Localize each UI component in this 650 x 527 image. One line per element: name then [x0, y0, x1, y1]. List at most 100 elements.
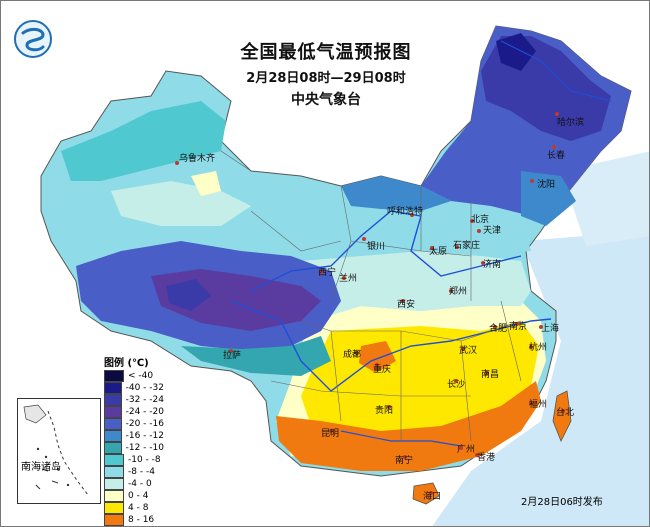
- legend-item: -32 - -24: [104, 394, 164, 406]
- city-dots: [175, 112, 565, 495]
- legend-label: 0 - 4: [128, 491, 149, 501]
- legend-items: < -40 -40 - -32 -32 - -24 -24 - -20 -20 - -1…: [104, 370, 164, 526]
- legend-swatch: [104, 370, 124, 382]
- sea-area: [432, 231, 649, 526]
- issuer-name: 中央气象台: [291, 92, 361, 108]
- inset-label: 南海诸岛: [21, 462, 61, 473]
- city-label-fuzhou: 福州: [529, 400, 548, 410]
- map-title: 全国最低气温预报图: [240, 42, 412, 63]
- legend-item: -12 - -10: [104, 442, 164, 454]
- legend-item: -4 - 0: [104, 478, 164, 490]
- legend-swatch: [104, 418, 122, 430]
- city-label-nanning: 南宁: [395, 456, 414, 466]
- city-label-urumqi: 乌鲁木齐: [179, 154, 216, 164]
- city-label-hongkong: 香港: [477, 453, 496, 463]
- legend-item: 4 - 8: [104, 502, 164, 514]
- city-label-wuhan: 武汉: [459, 346, 478, 356]
- legend-swatch: [104, 478, 124, 490]
- city-label-changchun: 长春: [547, 151, 566, 161]
- south-china-sea-inset: [17, 398, 101, 504]
- city-label-chongqing: 重庆: [373, 365, 392, 375]
- legend-swatch: [104, 442, 122, 454]
- legend-label: -10 - -8: [128, 455, 161, 465]
- city-label-xining: 西宁: [318, 268, 337, 278]
- legend-label: -40 - -32: [125, 383, 164, 393]
- zone-minus32-24-tibet: [166, 279, 211, 311]
- legend-label: -8 - -4: [128, 467, 155, 477]
- city-label-taiyuan: 太原: [429, 247, 448, 257]
- zone-hainan: [412, 482, 440, 505]
- city-label-hangzhou: 杭州: [529, 343, 548, 353]
- legend: 图例 (℃) < -40 -40 - -32 -32 - -24 -24 - -20 -…: [104, 357, 164, 526]
- legend-label: -32 - -24: [125, 395, 164, 405]
- legend-item: -40 - -32: [104, 382, 164, 394]
- city-label-haikou: 海口: [423, 492, 442, 502]
- city-label-nanchang: 南昌: [481, 370, 500, 380]
- city-label-xian: 西安: [397, 300, 416, 310]
- legend-label: 8 - 16: [128, 515, 155, 525]
- zone-minus12-northeast-south: [521, 171, 576, 226]
- legend-item: -8 - -4: [104, 466, 164, 478]
- legend-swatch: [104, 406, 122, 418]
- yangtze-river: [230, 300, 552, 392]
- city-label-shijiazhuang: 石家庄: [453, 241, 481, 251]
- issue-time-note: 2月28日06时发布: [521, 497, 603, 508]
- legend-label: -4 - 0: [128, 479, 152, 489]
- legend-item: 0 - 4: [104, 490, 164, 502]
- legend-item: 8 - 16: [104, 514, 164, 526]
- legend-swatch: [104, 394, 122, 406]
- legend-label: -16 - -12: [125, 431, 164, 441]
- city-label-shanghai: 上海: [541, 324, 560, 334]
- legend-label: -20 - -16: [125, 419, 164, 429]
- legend-item: -20 - -16: [104, 418, 164, 430]
- legend-label: 4 - 8: [128, 503, 149, 513]
- city-label-guiyang: 贵阳: [375, 406, 394, 416]
- zone-4-8-patch: [359, 341, 396, 373]
- city-label-shenyang: 沈阳: [537, 180, 556, 190]
- legend-swatch: [104, 430, 122, 442]
- city-label-nanjing: 南京: [509, 322, 528, 332]
- city-label-lhasa: 拉萨: [223, 351, 242, 361]
- zone-taiwan: [552, 390, 572, 442]
- city-label-guangzhou: 广州: [457, 445, 476, 455]
- legend-item: -10 - -8: [104, 454, 164, 466]
- city-label-jinan: 济南: [483, 260, 502, 270]
- legend-label: -24 - -20: [125, 407, 164, 417]
- city-label-lanzhou: 兰州: [339, 274, 358, 284]
- province-borders: [220, 150, 522, 442]
- zone-minus40-northeast: [496, 33, 536, 71]
- legend-swatch: [104, 466, 124, 478]
- legend-swatch: [104, 514, 124, 526]
- forecast-period: 2月28日08时—29日08时: [246, 71, 406, 86]
- cma-logo-icon: [14, 20, 52, 58]
- city-label-zhengzhou: 郑州: [449, 287, 468, 297]
- zone-minus12-xinjiang: [61, 101, 226, 181]
- city-label-hohhot: 呼和浩特: [387, 207, 424, 217]
- city-label-hefei: 合肥: [489, 324, 508, 334]
- inset-map: [23, 404, 89, 496]
- zone-0-4-tarim: [191, 171, 221, 196]
- legend-swatch: [104, 490, 124, 502]
- sea-bohai: [561, 151, 649, 246]
- legend-swatch: [104, 502, 124, 514]
- heilongjiang-river: [500, 40, 612, 102]
- legend-item: -24 - -20: [104, 406, 164, 418]
- city-label-beijing: 北京: [471, 215, 490, 225]
- legend-title: 图例 (℃): [104, 358, 149, 369]
- legend-item: -16 - -12: [104, 430, 164, 442]
- legend-label: -12 - -10: [125, 443, 164, 453]
- city-label-taipei: 台北: [556, 408, 575, 418]
- legend-swatch: [104, 454, 124, 466]
- yellow-river: [250, 210, 522, 292]
- city-label-chengdu: 成都: [343, 350, 362, 360]
- city-label-yinchuan: 银川: [367, 242, 386, 252]
- legend-label: < -40: [128, 371, 154, 381]
- city-label-changsha: 长沙: [447, 380, 466, 390]
- legend-item: < -40: [104, 370, 164, 382]
- zone-8-16: [276, 381, 541, 471]
- legend-swatch: [104, 382, 122, 394]
- city-label-kunming: 昆明: [321, 429, 340, 439]
- zone-minus16-innermongolia: [341, 176, 451, 211]
